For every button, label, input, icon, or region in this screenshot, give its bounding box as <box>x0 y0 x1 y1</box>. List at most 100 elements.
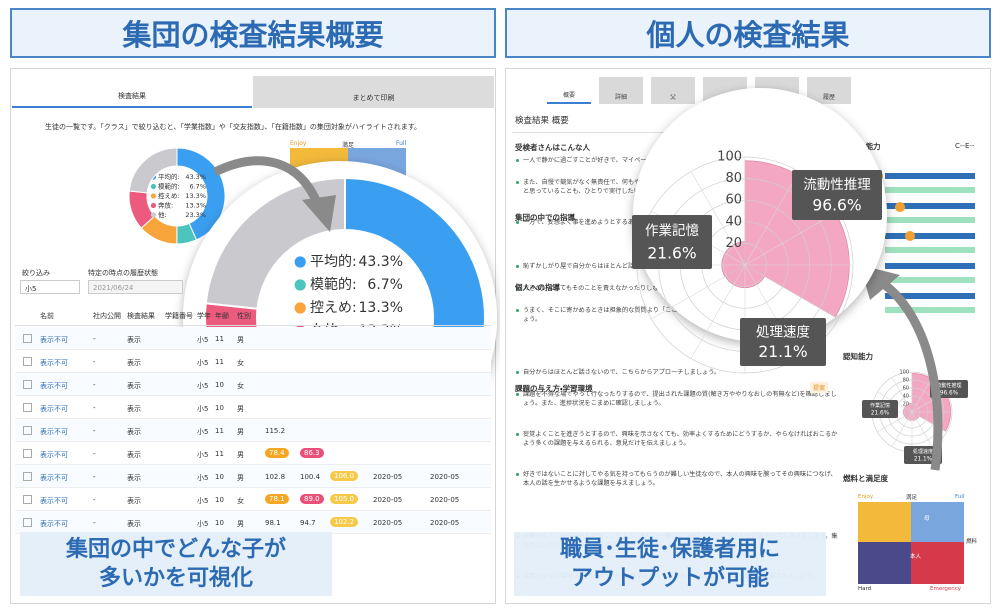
table-cell: 表示不可 <box>40 497 68 505</box>
filter-select[interactable]: 小5 <box>20 280 80 294</box>
table-cell: 89.0 <box>300 494 324 504</box>
table-cell: - <box>93 381 96 389</box>
column-header: 性別 <box>237 312 251 320</box>
bullet: 好きではないことに対してやる気を持ってもらうのが難しい生徒なので、本人の興味を腕… <box>515 470 838 488</box>
table-cell: 11 <box>215 335 224 343</box>
table-cell: 表示 <box>127 336 141 344</box>
section-title: 課題の与え方・学習環境 <box>515 384 593 393</box>
polar-value: 21.1% <box>758 343 807 361</box>
table-cell: - <box>93 519 96 527</box>
checkbox <box>23 472 32 481</box>
table-cell: 10 <box>215 404 224 412</box>
polar-label: 作業記憶 <box>870 402 890 409</box>
table-cell: 10 <box>215 381 224 389</box>
table-cell: 115.2 <box>265 427 286 435</box>
caption: 職員･生徒･保護者用に アウトプットが可能 <box>514 532 826 596</box>
bullet: 自分からはほとんど話さないので、こちらからアプローチしましょう。 <box>515 368 838 377</box>
table-cell: 小5 <box>197 382 209 390</box>
tab[interactable]: 父 <box>651 77 695 104</box>
heading: 検査結果 概要 <box>515 116 569 126</box>
caption: 集団の中でどんな子が 多いかを可視化 <box>20 532 332 596</box>
checkbox <box>23 518 32 527</box>
tab[interactable]: 履歴 <box>807 77 851 104</box>
table-cell: 表示 <box>127 474 141 482</box>
table-cell: 男 <box>237 428 244 436</box>
table-cell: 11 <box>215 358 224 366</box>
polar-spoke <box>877 411 913 433</box>
table-row <box>15 396 491 419</box>
polar-tick-label: 60 <box>725 193 742 208</box>
polar-value: 21.1% <box>914 456 933 462</box>
legend-value: 23.3% <box>185 211 206 219</box>
polar-value: 96.6% <box>940 390 959 396</box>
intro-text: 生徒の一覧です。「クラス」で絞り込むと、「学業指数」や「交友指数」、「在籍指数」… <box>45 123 422 131</box>
legend-dot <box>150 183 157 190</box>
donut-segment <box>128 147 178 194</box>
table-cell: 表示不可 <box>40 474 68 482</box>
polar-value: 21.6% <box>647 244 696 262</box>
checkbox <box>23 449 32 458</box>
tab[interactable]: 詳細 <box>599 77 643 104</box>
date-input[interactable]: 2021/06/24 <box>88 280 183 294</box>
table-cell: 男 <box>237 336 244 344</box>
table-cell: 男 <box>237 520 244 528</box>
cog-title: 認知能力 <box>843 352 873 361</box>
arrow <box>213 156 323 207</box>
noncog-scale: C--E-- <box>955 142 975 150</box>
polar-tick-label: 60 <box>903 386 909 392</box>
table-cell: - <box>93 358 96 366</box>
table-cell: 表示不可 <box>40 336 68 344</box>
polar-spoke <box>891 411 913 447</box>
table-cell: - <box>93 450 96 458</box>
checkbox <box>23 357 32 366</box>
checkbox <box>23 380 32 389</box>
legend-value: 13.3% <box>185 192 206 200</box>
student-table: 名前 社内公開 検査結果 学籍番号 学年 年齢 性別 表示不可 - 表示 小5 11 男表示不可 - 表示小… <box>15 305 491 535</box>
column-header: 名前 <box>40 312 54 320</box>
arrow-head <box>302 195 336 232</box>
table-header <box>15 305 491 326</box>
table-cell: 小5 <box>197 497 209 505</box>
legend-dot <box>150 193 157 199</box>
tab[interactable]: 概要 <box>547 77 591 104</box>
table-cell: 100.4 <box>300 473 321 481</box>
table-cell: - <box>93 473 96 481</box>
quadrant-label: Enjoy <box>858 494 874 500</box>
legend-value: 43.3% <box>359 254 403 270</box>
legend-dot <box>150 212 157 218</box>
table-cell: - <box>93 335 96 343</box>
polar-tick-label: 100 <box>899 370 909 376</box>
table-cell: 小5 <box>197 405 209 413</box>
table-cell: 女 <box>237 382 244 390</box>
table-cell: 表示 <box>127 520 141 528</box>
label-box <box>632 215 712 269</box>
column-header: 年齢 <box>215 312 229 320</box>
quadrant-label: Emergency <box>930 586 962 592</box>
checkbox <box>23 334 32 343</box>
quadrant-label: 満足 <box>342 142 355 149</box>
tab[interactable]: まとめて印刷 <box>253 76 494 108</box>
polar-tick-label: 80 <box>725 171 742 186</box>
satisfaction-chart <box>858 502 964 584</box>
table-row <box>15 419 491 442</box>
table-cell: 小5 <box>197 474 209 482</box>
column-header: 社内公開 <box>93 312 121 320</box>
quadrant-label: Full <box>955 494 965 500</box>
quadrant-label: 満足 <box>906 495 918 501</box>
polar-spoke <box>744 171 800 266</box>
tag: 提案 <box>810 382 829 393</box>
legend-dot <box>150 202 157 209</box>
table-row <box>15 350 491 373</box>
filter-label: 絞り込み <box>22 269 50 277</box>
table-cell: 男 <box>237 451 244 459</box>
table-cell: 男 <box>237 474 244 482</box>
table-cell: 表示 <box>127 359 141 367</box>
table-cell: 表示不可 <box>40 405 68 413</box>
table-cell: 78.4 <box>265 448 289 458</box>
polar-spoke <box>891 377 913 413</box>
tab[interactable]: 検査結果 <box>12 76 252 108</box>
polar-value: 96.6% <box>812 197 861 215</box>
table-cell: 102.8 <box>265 473 286 481</box>
quadrant-label: Enjoy <box>290 140 307 147</box>
